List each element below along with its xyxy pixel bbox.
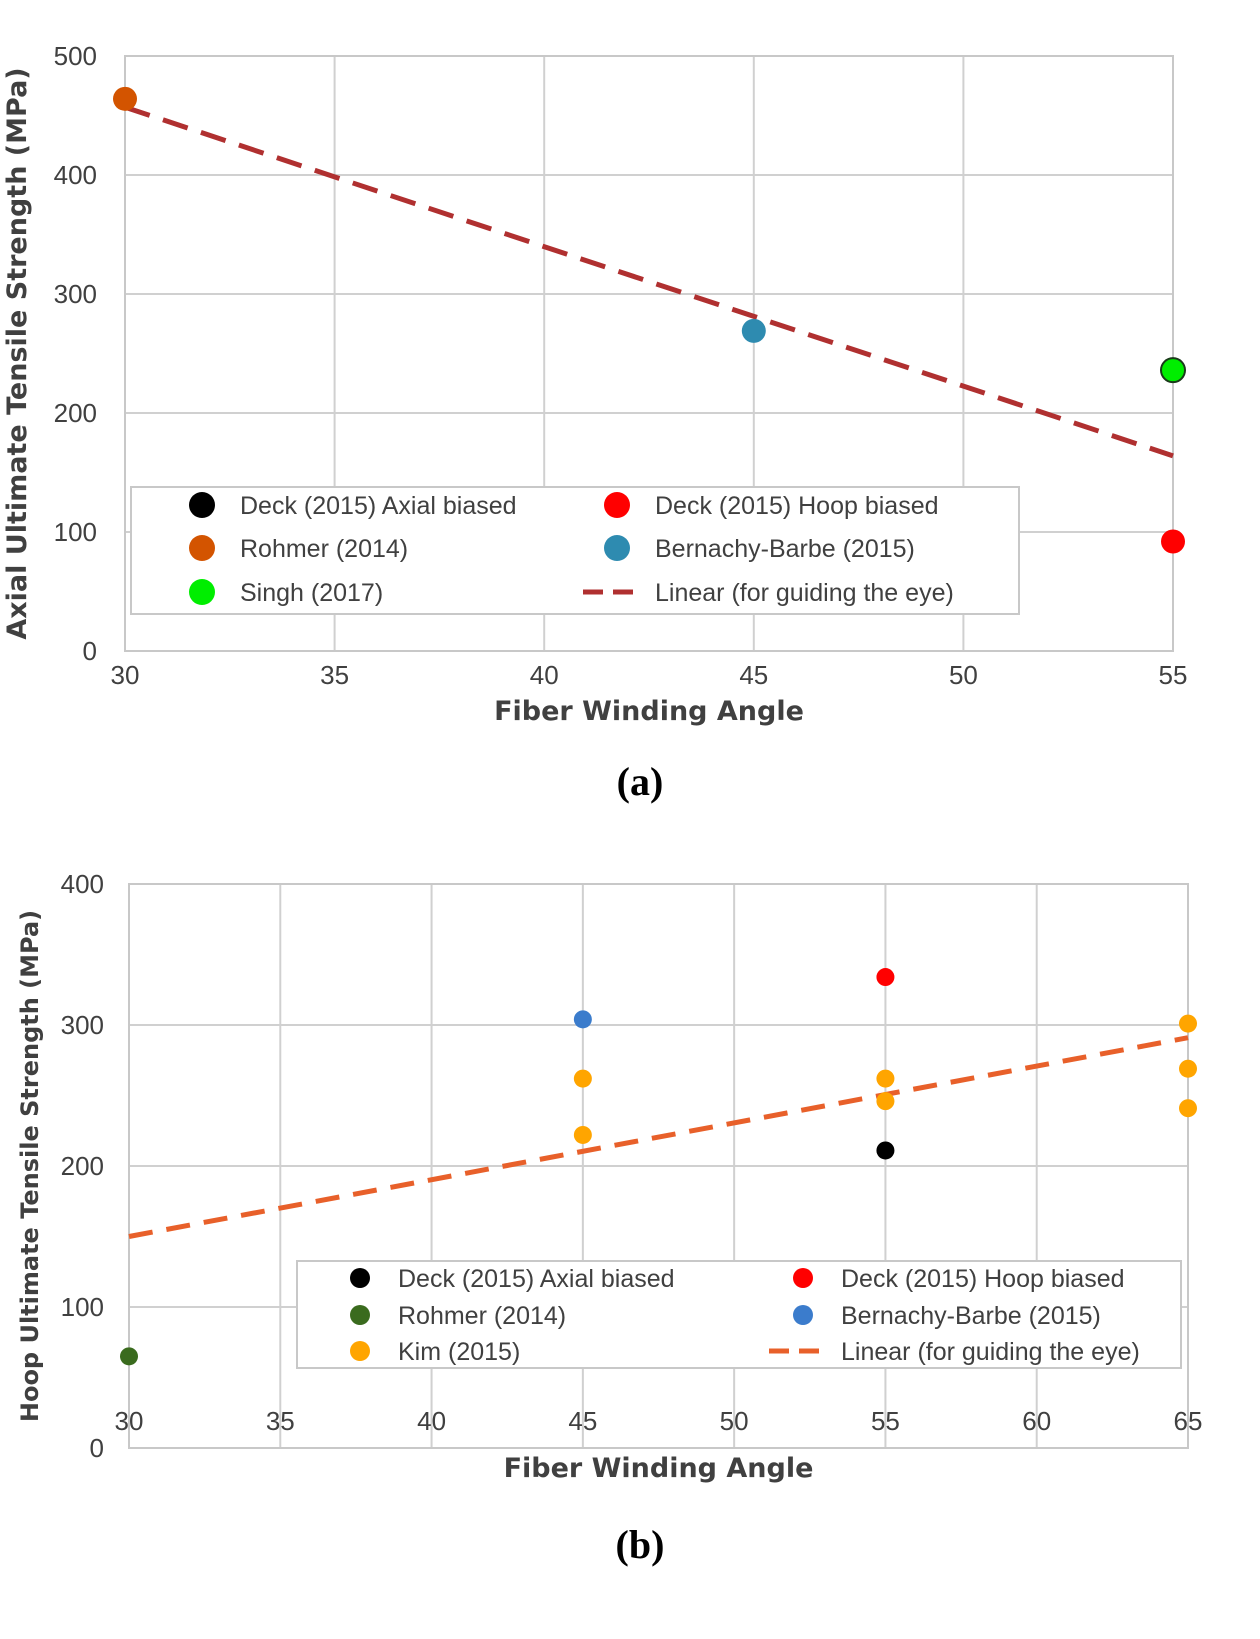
legend-label: Deck (2015) Hoop biased (655, 492, 939, 520)
chart-a-axial-strength: 0 100 200 300 400 500 30 35 40 45 50 55 Fiber Windin… (2, 41, 1187, 804)
y-tick-label: 200 (61, 1151, 104, 1181)
data-point-rohmer-2014 (120, 1347, 138, 1366)
legend-marker (189, 579, 215, 605)
legend-label: Deck (2015) Axial biased (240, 492, 517, 520)
data-point-kim-2015 (573, 1069, 592, 1088)
legend-marker (189, 492, 215, 518)
y-tick-label: 500 (54, 41, 97, 71)
y-axis-title: Axial Ultimate Tensile Strength (MPa) (2, 67, 33, 639)
data-point-kim-2015 (876, 1069, 895, 1088)
legend-label: Linear (for guiding the eye) (841, 1338, 1140, 1366)
data-point-deck-2015-hoop-biased (876, 968, 895, 987)
x-tick-label: 55 (871, 1406, 900, 1436)
y-tick-label: 100 (61, 1292, 104, 1322)
legend-label: Kim (2015) (398, 1338, 520, 1366)
x-tick-label: 35 (320, 660, 349, 690)
x-tick-label: 40 (417, 1406, 446, 1436)
figure-caption: (a) (617, 759, 664, 804)
legend-marker (793, 1305, 813, 1325)
x-tick-label: 40 (530, 660, 559, 690)
plot-frame (128, 883, 1189, 1449)
data-point-kim-2015 (573, 1125, 592, 1144)
x-axis-title: Fiber Winding Angle (494, 696, 804, 727)
legend-label: Bernachy-Barbe (2015) (841, 1302, 1101, 1330)
figure-caption: (b) (616, 1522, 665, 1567)
x-tick-label: 45 (568, 1406, 597, 1436)
data-point-kim-2015 (876, 1092, 895, 1111)
y-tick-label: 100 (54, 517, 97, 547)
trendline (128, 1035, 1189, 1239)
y-tick-label: 200 (54, 398, 97, 428)
legend-label: Bernachy-Barbe (2015) (655, 535, 915, 563)
legend-box (296, 1260, 1182, 1369)
x-tick-label: 60 (1022, 1406, 1051, 1436)
data-point-rohmer-2014 (113, 86, 137, 111)
trendline (124, 104, 1174, 459)
x-tick-label: 30 (111, 660, 140, 690)
y-tick-label: 400 (54, 160, 97, 190)
data-point-bernachy-barbe-2015 (573, 1010, 592, 1029)
data-point-kim-2015 (1179, 1059, 1197, 1078)
data-point-deck-2015-axial-biased (876, 1141, 895, 1160)
data-point-singh-2017 (1160, 357, 1186, 384)
x-axis-title: Fiber Winding Angle (504, 1453, 814, 1484)
y-tick-label: 0 (90, 1433, 104, 1463)
y-axis-title: Hoop Ultimate Tensile Strength (MPa) (16, 910, 44, 1422)
plot-frame (124, 55, 1174, 652)
legend-label: Rohmer (2014) (240, 535, 408, 563)
data-point-kim-2015 (1179, 1014, 1197, 1033)
legend-label: Rohmer (2014) (398, 1302, 566, 1330)
legend-marker (604, 535, 630, 561)
legend-marker (350, 1341, 370, 1361)
legend-marker (189, 535, 215, 561)
y-tick-label: 0 (83, 636, 97, 666)
data-point-bernachy-barbe-2015 (741, 318, 766, 343)
legend-label: Deck (2015) Hoop biased (841, 1265, 1125, 1293)
y-tick-label: 300 (54, 279, 97, 309)
x-tick-label: 50 (720, 1406, 749, 1436)
data-point-kim-2015 (1179, 1099, 1197, 1118)
data-point-deck-2015-hoop-biased (1161, 529, 1185, 554)
x-tick-label: 50 (949, 660, 978, 690)
x-tick-label: 45 (739, 660, 768, 690)
legend-marker (350, 1268, 370, 1288)
y-tick-label: 400 (61, 869, 104, 899)
x-tick-label: 35 (266, 1406, 295, 1436)
x-tick-label: 55 (1159, 660, 1188, 690)
y-tick-label: 300 (61, 1010, 104, 1040)
legend-label: Linear (for guiding the eye) (655, 579, 954, 607)
legend-box (130, 486, 1020, 615)
legend-marker (793, 1268, 813, 1288)
legend-marker (350, 1305, 370, 1325)
legend-label: Deck (2015) Axial biased (398, 1265, 675, 1293)
legend-label: Singh (2017) (240, 579, 383, 607)
legend-marker (604, 492, 630, 518)
